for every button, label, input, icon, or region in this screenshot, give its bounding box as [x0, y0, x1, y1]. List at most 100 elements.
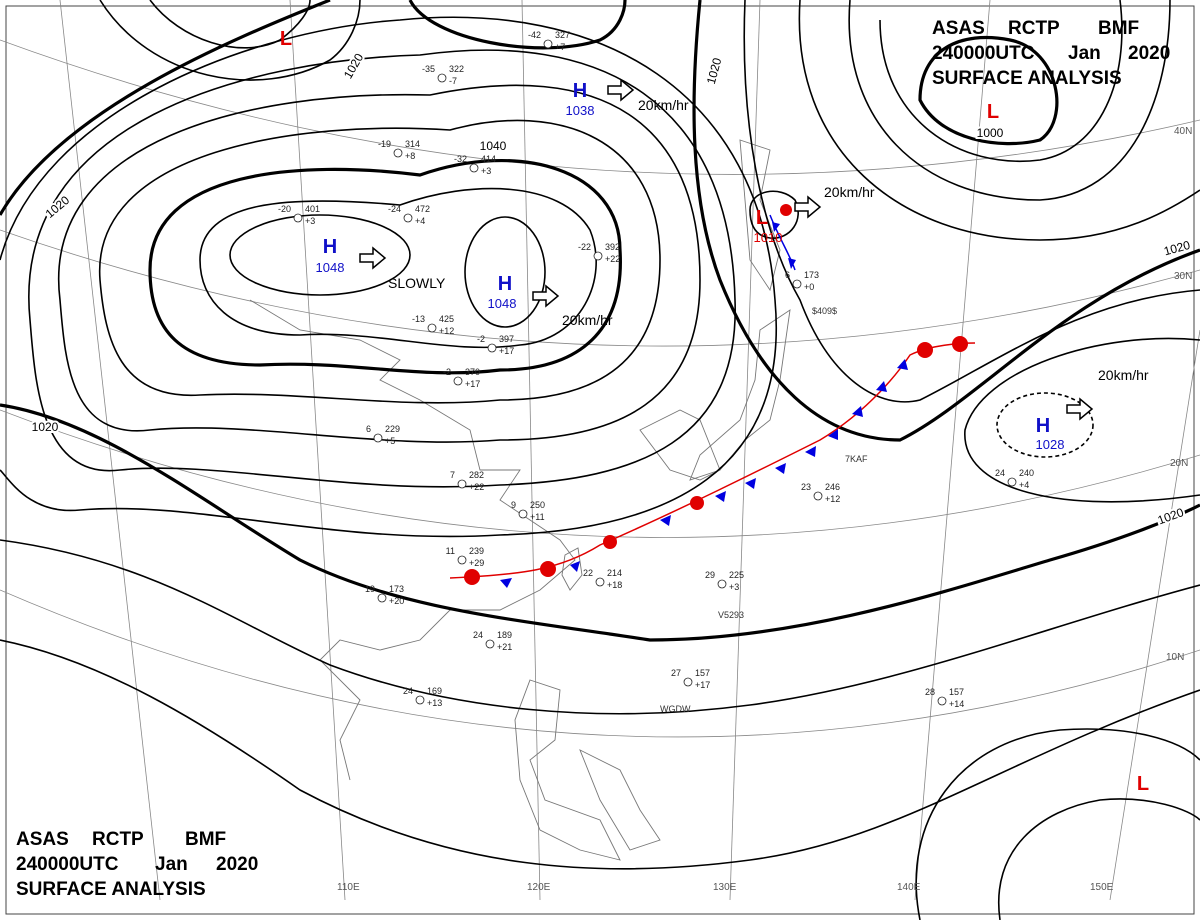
- station-circle: [377, 593, 387, 603]
- station-plot: 23 246 +12: [801, 482, 840, 504]
- station-plot: 24 240 +4: [995, 468, 1034, 490]
- station-pressure: 414: [481, 154, 496, 164]
- longitude-label: 110E: [337, 882, 360, 893]
- station-tendency: +0: [804, 282, 814, 292]
- station-tendency: +17: [695, 680, 710, 690]
- station-circle: [937, 696, 947, 706]
- high-value: 1048: [488, 296, 517, 311]
- station-tendency: +20: [389, 596, 404, 606]
- station-temperature: -42: [528, 30, 541, 40]
- station-tendency: +22: [605, 254, 620, 264]
- header-line: SURFACE ANALYSIS: [16, 879, 206, 900]
- station-pressure: 225: [729, 570, 744, 580]
- station-plot: -13 425 +12: [412, 314, 454, 336]
- stations: -42 327 +7 -35 322 -7 -19 314 +8 -32 414 +3 -20 401 +3…: [278, 30, 1034, 709]
- station-tendency: +4: [1019, 480, 1029, 490]
- header-word: RCTP: [1008, 18, 1060, 39]
- station-plot: 24 189 +21: [473, 630, 512, 652]
- header-word: 2020: [216, 854, 258, 875]
- station-circle: [683, 677, 693, 687]
- station-temperature: -20: [278, 204, 291, 214]
- station-circle: [593, 251, 603, 261]
- isobar-label: 1040: [480, 139, 507, 153]
- station-tendency: +3: [729, 582, 739, 592]
- station-temperature: 24: [403, 686, 413, 696]
- low-value: 1010: [754, 230, 783, 245]
- header-word: 240000UTC: [932, 43, 1035, 64]
- station-tendency: +13: [427, 698, 442, 708]
- low-symbol: L: [280, 28, 292, 50]
- station-pressure: 157: [695, 668, 710, 678]
- low-symbol: L: [987, 101, 999, 123]
- header-word: BMF: [185, 829, 226, 850]
- station-tendency: +4: [415, 216, 425, 226]
- station-temperature: -2: [443, 367, 451, 377]
- station-pressure: 157: [949, 687, 964, 697]
- station-tendency: +3: [305, 216, 315, 226]
- high-symbol: H: [573, 80, 587, 102]
- station-temperature: 28: [925, 687, 935, 697]
- station-pressure: 397: [499, 334, 514, 344]
- station-pressure: 327: [555, 30, 570, 40]
- station-temperature: 27: [671, 668, 681, 678]
- station-temperature: 24: [473, 630, 483, 640]
- station-plot: -32 414 +3: [454, 154, 496, 176]
- station-tendency: +18: [607, 580, 622, 590]
- station-temperature: 24: [995, 468, 1005, 478]
- station-temperature: -35: [422, 64, 435, 74]
- latitude-label: 40N: [1174, 126, 1192, 137]
- station-temperature: -24: [388, 204, 401, 214]
- station-plot: 27 157 +17: [671, 668, 710, 690]
- station-plot: -2 370 +17: [443, 367, 480, 389]
- station-plot: 11 239 +29: [446, 546, 485, 568]
- station-circle: [469, 163, 479, 173]
- latitude-label: 20N: [1170, 458, 1188, 469]
- station-plot: 7 282 +22: [450, 470, 484, 492]
- movement-label: 20km/hr: [562, 312, 613, 328]
- station-pressure: 239: [469, 546, 484, 556]
- station-circle: [393, 148, 403, 158]
- station-tendency: +8: [405, 151, 415, 161]
- station-circle: [543, 39, 553, 49]
- station-pressure: 240: [1019, 468, 1034, 478]
- station-circle: [453, 376, 463, 386]
- station-circle: [487, 343, 497, 353]
- station-plot: 6 229 +5: [366, 424, 400, 446]
- station-circle: [415, 695, 425, 705]
- station-tendency: +29: [469, 558, 484, 568]
- station-circle: [717, 579, 727, 589]
- station-temperature: -13: [412, 314, 425, 324]
- station-tendency: +21: [497, 642, 512, 652]
- station-pressure: 314: [405, 139, 420, 149]
- station-pressure: 282: [469, 470, 484, 480]
- station-plot: 22 214 +18: [583, 568, 622, 590]
- station-tendency: +11: [530, 512, 545, 522]
- station-temperature: -22: [578, 242, 591, 252]
- longitude-label: 120E: [527, 882, 551, 893]
- high-symbol: H: [1036, 415, 1050, 437]
- station-circle: [403, 213, 413, 223]
- station-circle: [373, 433, 383, 443]
- header-word: 240000UTC: [16, 854, 119, 875]
- station-plot: -42 327 +7: [528, 30, 570, 52]
- station-plot: 6 173 +0: [785, 270, 819, 292]
- station-circle: [457, 479, 467, 489]
- longitude-label: 150E: [1090, 882, 1114, 893]
- station-circle: [437, 73, 447, 83]
- station-tendency: +17: [499, 346, 514, 356]
- header-word: ASAS: [16, 829, 69, 850]
- station-tendency: +17: [465, 379, 480, 389]
- station-pressure: 229: [385, 424, 400, 434]
- station-temperature: 9: [511, 500, 516, 510]
- isobar-label: 1020: [32, 420, 59, 434]
- station-temperature: 22: [583, 568, 593, 578]
- station-pressure: 173: [804, 270, 819, 280]
- station-temperature: -32: [454, 154, 467, 164]
- station-plot: 24 169 +13: [403, 686, 442, 708]
- station-pressure: 214: [607, 568, 622, 578]
- high-value: 1048: [316, 260, 345, 275]
- station-tendency: +7: [555, 42, 565, 52]
- movement-label: 20km/hr: [1098, 367, 1149, 383]
- station-code: V5293: [718, 610, 744, 620]
